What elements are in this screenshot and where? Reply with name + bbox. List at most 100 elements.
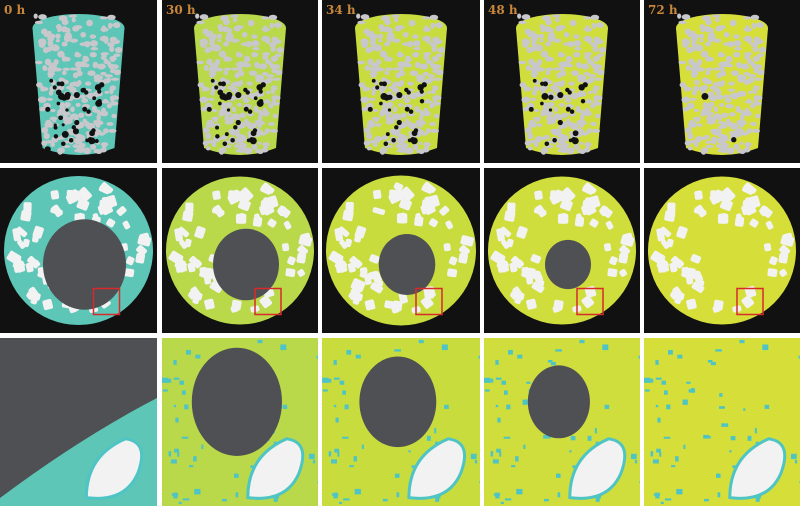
rim-patch <box>503 436 511 439</box>
grain <box>753 85 760 91</box>
grain <box>101 143 107 150</box>
grain <box>241 134 247 141</box>
grain <box>237 66 243 72</box>
grain <box>684 140 691 146</box>
grain <box>55 39 60 43</box>
rim-patch <box>517 354 523 359</box>
grain <box>57 50 65 58</box>
grain <box>205 31 213 38</box>
rim-patch <box>173 360 177 365</box>
grain <box>245 121 252 128</box>
grain <box>733 40 742 47</box>
rim-patch <box>655 377 662 380</box>
rim-patch <box>682 399 688 405</box>
rim-patch <box>317 481 318 484</box>
grain <box>274 39 282 45</box>
grain <box>364 276 372 285</box>
grain <box>427 74 436 78</box>
grain <box>370 74 376 78</box>
rim-patch <box>671 465 676 468</box>
panel-image <box>484 338 640 506</box>
grain <box>748 90 753 94</box>
pore <box>552 137 557 143</box>
grain <box>527 31 535 38</box>
grain <box>271 57 277 62</box>
grain <box>231 299 242 311</box>
pore <box>253 96 258 101</box>
grain <box>752 46 758 53</box>
grain <box>713 67 721 71</box>
grain <box>534 44 544 52</box>
grain <box>425 128 432 134</box>
grain <box>275 69 283 76</box>
rim-patch <box>716 473 721 478</box>
grain <box>412 52 420 58</box>
grain <box>530 36 538 42</box>
grain <box>524 127 532 134</box>
grain <box>753 57 759 62</box>
grain <box>57 28 62 33</box>
pore <box>97 89 102 94</box>
grain <box>746 98 752 104</box>
grain <box>49 116 58 121</box>
grain <box>423 181 436 193</box>
rim-patch <box>511 465 516 468</box>
rim-patch <box>189 465 194 468</box>
grain <box>350 287 361 298</box>
grain <box>205 146 211 151</box>
grain <box>719 146 729 154</box>
grain <box>559 146 569 154</box>
grain <box>75 66 82 72</box>
grain <box>392 106 398 113</box>
grain <box>230 82 236 89</box>
grain <box>137 235 152 247</box>
grain <box>264 60 272 65</box>
grain <box>93 119 101 126</box>
rim-patch <box>181 436 189 439</box>
grain <box>707 107 713 111</box>
grain <box>705 67 714 71</box>
grain <box>73 25 83 30</box>
grain <box>521 14 531 20</box>
rim-patch <box>710 361 716 366</box>
grain <box>537 67 546 72</box>
grain <box>379 50 387 58</box>
grain <box>688 58 695 66</box>
grain <box>84 121 90 128</box>
rim-patch <box>579 339 585 344</box>
grain <box>57 109 63 115</box>
grain <box>32 231 40 243</box>
grain <box>692 85 699 92</box>
grain <box>205 132 212 140</box>
rim-patch <box>495 360 499 365</box>
grain <box>576 61 582 69</box>
grain <box>594 64 603 69</box>
rim-patch <box>595 497 600 502</box>
rim-patch <box>382 498 388 502</box>
pore <box>59 81 65 87</box>
grain <box>269 22 274 29</box>
grain <box>734 216 745 227</box>
grain <box>386 111 393 116</box>
panel-image <box>0 0 157 163</box>
pore <box>92 96 97 101</box>
grain <box>211 142 217 148</box>
grain <box>586 98 592 104</box>
grain <box>379 28 384 33</box>
grain <box>553 38 562 43</box>
rim-patch <box>201 444 204 450</box>
grain <box>527 132 534 140</box>
grain <box>743 110 752 117</box>
grain <box>528 140 538 144</box>
grain <box>424 143 429 150</box>
pore <box>53 123 57 127</box>
rim-patch <box>349 465 354 468</box>
pore <box>246 138 251 143</box>
rim-patch <box>250 465 254 469</box>
grain <box>104 74 113 78</box>
grain <box>749 218 759 228</box>
grain <box>427 90 432 94</box>
grain <box>758 46 766 54</box>
grain <box>751 128 761 133</box>
pore <box>53 134 59 139</box>
